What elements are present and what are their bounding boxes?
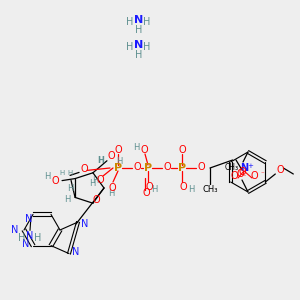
Text: H: H: [143, 17, 151, 27]
Text: P: P: [178, 163, 186, 173]
Text: H: H: [92, 176, 98, 185]
Text: H: H: [89, 179, 95, 188]
Text: H: H: [108, 188, 114, 197]
Text: P: P: [144, 163, 152, 173]
Text: O: O: [250, 171, 258, 181]
Text: CH₃: CH₃: [202, 185, 218, 194]
Text: H: H: [44, 172, 50, 181]
Text: H: H: [188, 185, 194, 194]
Text: O: O: [140, 145, 148, 155]
Text: O: O: [163, 162, 171, 172]
Text: H: H: [143, 42, 151, 52]
Text: N: N: [25, 214, 33, 224]
Text: H: H: [116, 157, 122, 166]
Text: CH₃: CH₃: [225, 163, 239, 172]
Text: H: H: [135, 25, 143, 35]
Text: H: H: [59, 170, 65, 176]
Text: O: O: [277, 165, 284, 175]
Text: O: O: [145, 182, 153, 192]
Text: O: O: [80, 164, 88, 174]
Text: O: O: [197, 162, 205, 172]
Text: H: H: [133, 143, 139, 152]
Text: N: N: [72, 247, 80, 256]
Text: O: O: [179, 182, 187, 192]
Text: O: O: [230, 171, 238, 181]
Text: H: H: [151, 185, 157, 194]
Text: N: N: [134, 15, 144, 25]
Text: O: O: [107, 151, 115, 161]
Text: H: H: [18, 233, 26, 243]
Text: H: H: [135, 50, 143, 60]
Text: +: +: [247, 163, 253, 169]
Text: N: N: [26, 231, 34, 242]
Text: H: H: [34, 233, 42, 243]
Text: O: O: [92, 195, 100, 205]
Text: H: H: [64, 195, 70, 204]
Text: O: O: [142, 188, 150, 198]
Text: O: O: [133, 162, 141, 172]
Text: N: N: [240, 163, 248, 173]
Text: ⁻: ⁻: [260, 171, 264, 177]
Text: N: N: [22, 238, 30, 249]
Text: H: H: [126, 42, 134, 52]
Text: P: P: [114, 163, 122, 173]
Text: O: O: [238, 167, 246, 177]
Text: O: O: [108, 183, 116, 193]
Text: O: O: [178, 145, 186, 155]
Text: O: O: [51, 176, 59, 186]
Text: O: O: [96, 175, 104, 185]
Text: N: N: [81, 219, 89, 229]
Text: H: H: [126, 17, 134, 27]
Text: O: O: [236, 169, 244, 179]
Text: H: H: [67, 184, 73, 193]
Text: H: H: [68, 170, 73, 176]
Text: N: N: [134, 40, 144, 50]
Text: H: H: [98, 156, 104, 165]
Text: O: O: [114, 145, 122, 155]
Text: ⁻: ⁻: [242, 172, 246, 182]
Text: N: N: [11, 225, 19, 235]
